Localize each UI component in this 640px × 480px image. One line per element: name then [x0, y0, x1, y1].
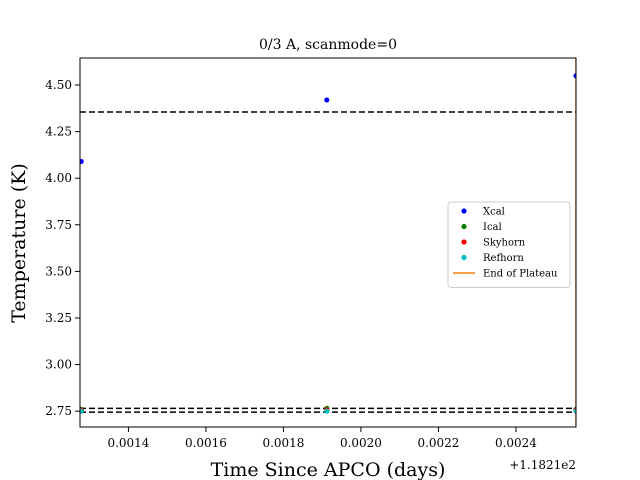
y-tick-label: 4.50 [45, 78, 72, 92]
x-tick-label: 0.0018 [262, 436, 304, 450]
refhorn-legend-marker [461, 254, 467, 261]
xcal-point [573, 73, 576, 79]
plot-area [80, 58, 576, 427]
xcal-point [80, 158, 84, 165]
x-tick-label: 0.0022 [417, 436, 459, 450]
y-tick-label: 3.25 [45, 311, 72, 325]
y-tick-label: 4.25 [45, 125, 72, 139]
legend: Xcal Ical Skyhorn Refhorn End of Plateau [447, 201, 571, 288]
refhorn-legend-label: Refhorn [483, 253, 524, 264]
axes-frame [79, 57, 577, 428]
x-axis: 0.0014 0.0016 0.0018 0.0020 0.0022 0.0024 [107, 427, 537, 450]
plot-marks [80, 58, 576, 427]
xcal-legend-label: Xcal [483, 207, 505, 218]
y-tick-label: 3.00 [45, 358, 72, 372]
refhorn-point [573, 408, 576, 414]
y-tick-label: 2.75 [45, 404, 72, 418]
x-tick-label: 0.0016 [185, 436, 227, 450]
skyhorn-legend-label: Skyhorn [483, 238, 526, 249]
y-tick-label: 4.00 [45, 171, 72, 185]
skyhorn-legend-marker [461, 239, 467, 245]
chart-title: 0/3 A, scanmode=0 [259, 37, 397, 53]
x-tick-label: 0.0014 [107, 436, 149, 450]
y-axis: 2.75 3.00 3.25 3.50 3.75 4.00 4.25 4.50 [45, 78, 80, 418]
legend-box [447, 201, 571, 288]
xcal-legend-marker [461, 208, 467, 214]
end-of-plateau-legend-label: End of Plateau [483, 269, 558, 280]
refhorn-point [324, 408, 330, 414]
x-offset-label: +1.1821e2 [509, 458, 576, 472]
refhorn-point [80, 408, 84, 414]
x-axis-label: Time Since APCO (days) [211, 459, 446, 480]
y-tick-label: 3.75 [45, 218, 72, 232]
ical-legend-label: Ical [483, 222, 502, 233]
x-tick-label: 0.0020 [340, 436, 382, 450]
y-axis-label: Temperature (K) [8, 163, 30, 323]
ical-legend-marker [461, 223, 467, 230]
xcal-point [324, 97, 330, 103]
x-tick-label: 0.0024 [495, 436, 537, 450]
y-tick-label: 3.50 [45, 264, 72, 278]
